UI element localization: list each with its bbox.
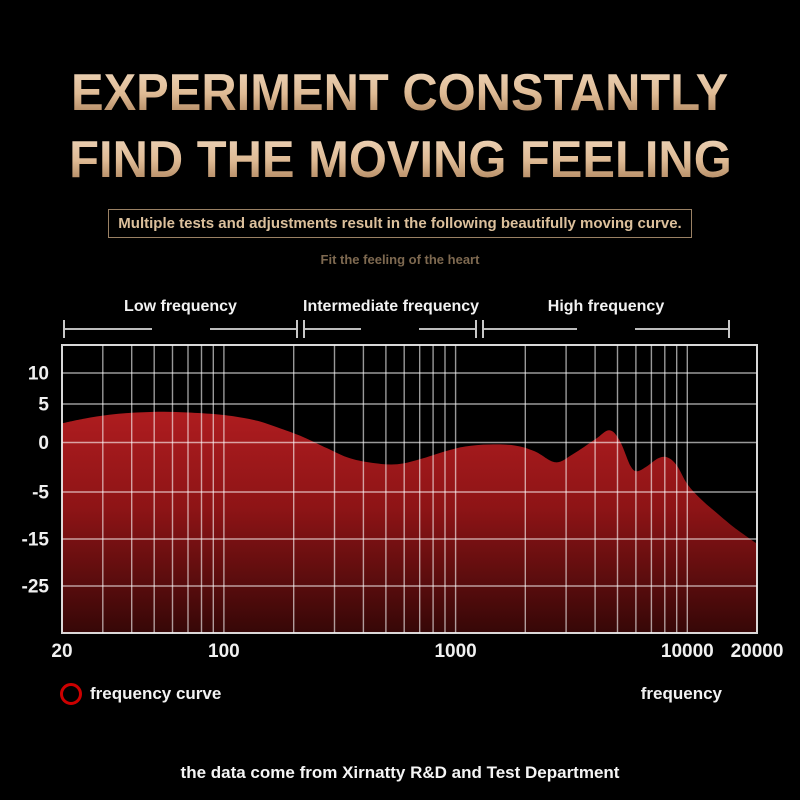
band-bracket-intermediate: [303, 320, 477, 338]
bracket-tick-icon: [296, 320, 298, 338]
page-title: EXPERIMENT CONSTANTLY FIND THE MOVING FE…: [0, 60, 800, 193]
tagline-text: Fit the feeling of the heart: [320, 252, 480, 267]
curve-area: [62, 411, 757, 633]
bracket-line: [419, 328, 475, 330]
band-high-frequency: High frequency: [482, 298, 730, 340]
x-tick-label: 20000: [731, 641, 784, 662]
y-tick-label: 10: [28, 364, 49, 385]
page-title-line2: FIND THE MOVING FEELING: [69, 127, 732, 194]
subtitle-banner: Multiple tests and adjustments result in…: [108, 209, 692, 238]
y-tick-label: 5: [38, 395, 49, 416]
x-tick-label: 1000: [434, 641, 476, 662]
y-tick-label: -25: [22, 577, 50, 598]
bracket-line: [484, 328, 577, 330]
bracket-line: [305, 328, 361, 330]
band-label-high: High frequency: [547, 298, 665, 315]
subtitle-row: Multiple tests and adjustments result in…: [0, 209, 800, 238]
bracket-tick-icon: [482, 320, 484, 338]
bracket-line: [65, 328, 152, 330]
y-tick-label: -5: [32, 483, 49, 504]
page-title-line1: EXPERIMENT CONSTANTLY: [71, 60, 728, 127]
bracket-line: [209, 328, 296, 330]
band-label-intermediate: Intermediate frequency: [303, 298, 480, 315]
x-tick-label: 10000: [661, 641, 714, 662]
legend-series-label: frequency curve: [90, 684, 222, 703]
x-tick-label: 100: [208, 641, 240, 662]
bracket-tick-icon: [63, 320, 65, 338]
x-axis-title: frequency: [640, 684, 722, 703]
bracket-line: [635, 328, 728, 330]
x-tick-label: 20: [51, 641, 72, 662]
band-bracket-low: [63, 320, 298, 338]
bracket-tick-icon: [303, 320, 305, 338]
legend-marker-circle-icon: [60, 683, 82, 705]
bracket-tick-icon: [475, 320, 477, 338]
y-tick-label: 0: [38, 433, 49, 454]
band-low-frequency: Low frequency: [63, 298, 298, 340]
band-intermediate-frequency: Intermediate frequency: [303, 298, 480, 340]
band-bracket-high: [482, 320, 730, 338]
bracket-tick-icon: [728, 320, 730, 338]
footer-caption: the data come from Xirnatty R&D and Test…: [180, 763, 620, 782]
plot-border: [61, 344, 758, 634]
band-label-low: Low frequency: [124, 298, 237, 315]
y-tick-label: -15: [22, 530, 50, 551]
